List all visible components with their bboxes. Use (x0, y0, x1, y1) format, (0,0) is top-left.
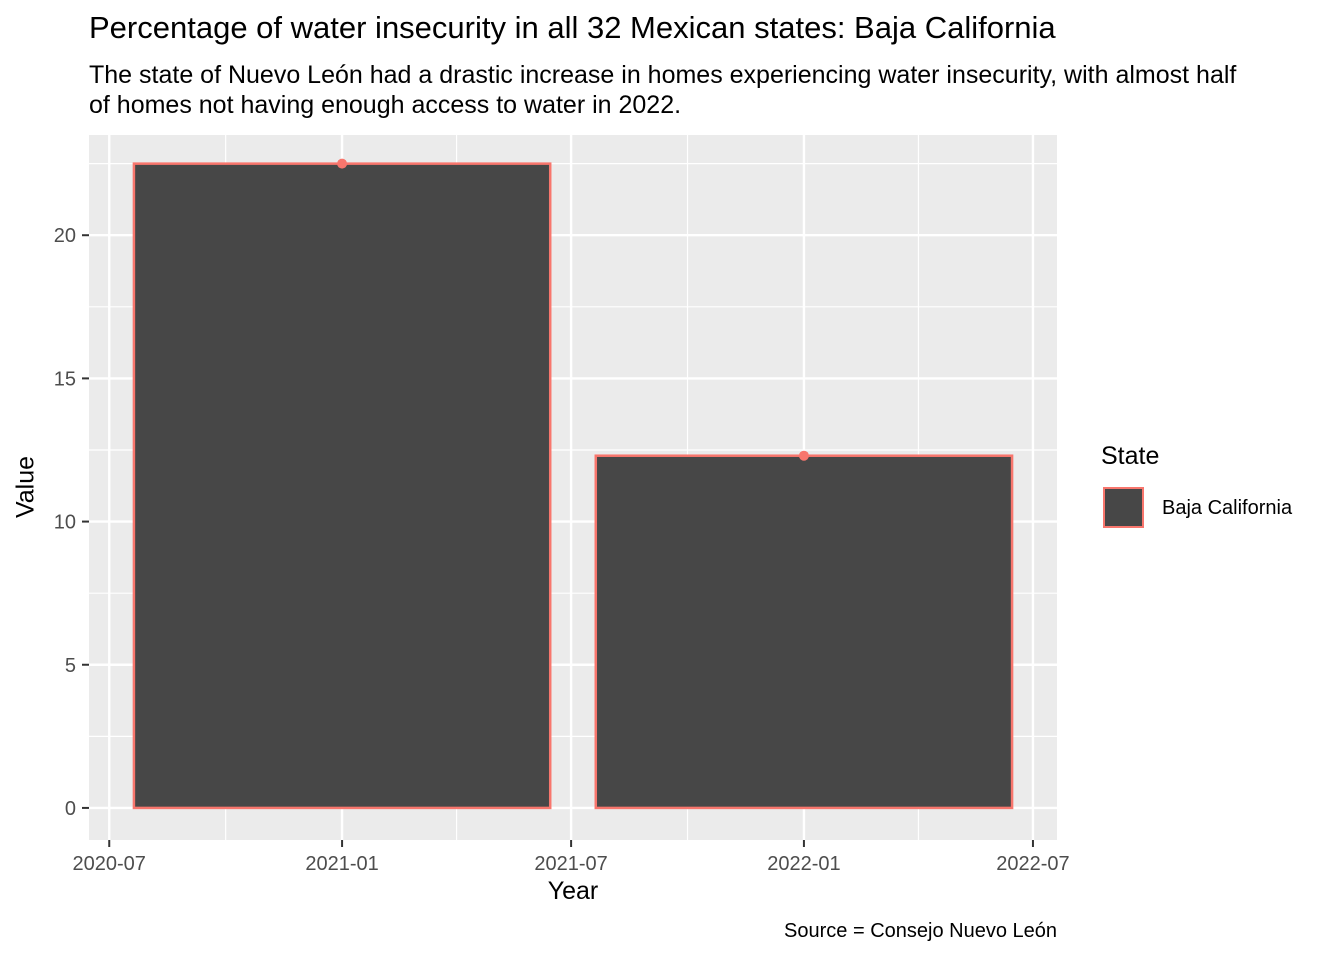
chart-title: Percentage of water insecurity in all 32… (89, 10, 1056, 45)
x-axis-label: Year (547, 877, 599, 905)
chart-subtitle: The state of Nuevo León had a drastic in… (89, 61, 1237, 119)
x-tick-label: 2022-01 (767, 853, 840, 875)
data-point-2022-01-01 (798, 450, 809, 461)
x-tick-label: 2022-07 (996, 853, 1069, 875)
y-tick-label: 15 (54, 368, 76, 390)
y-tick-label: 20 (54, 225, 76, 247)
bar-2022-01-01 (594, 454, 1014, 810)
y-tick-label: 5 (65, 655, 76, 677)
legend-label-baja-california: Baja California (1162, 497, 1293, 519)
x-tick-label: 2021-07 (534, 853, 607, 875)
legend-key-baja-california (1103, 487, 1144, 528)
y-axis-label: Value (11, 455, 40, 519)
legend-title: State (1101, 442, 1160, 470)
x-tick-label: 2020-07 (73, 853, 146, 875)
y-tick-label: 0 (65, 798, 76, 820)
bar-2021-01-01 (132, 162, 552, 810)
data-point-2021-01-01 (337, 158, 348, 169)
y-tick-label: 10 (54, 512, 76, 534)
x-tick-label: 2021-01 (305, 853, 378, 875)
chart-caption: Source = Consejo Nuevo León (784, 920, 1057, 942)
